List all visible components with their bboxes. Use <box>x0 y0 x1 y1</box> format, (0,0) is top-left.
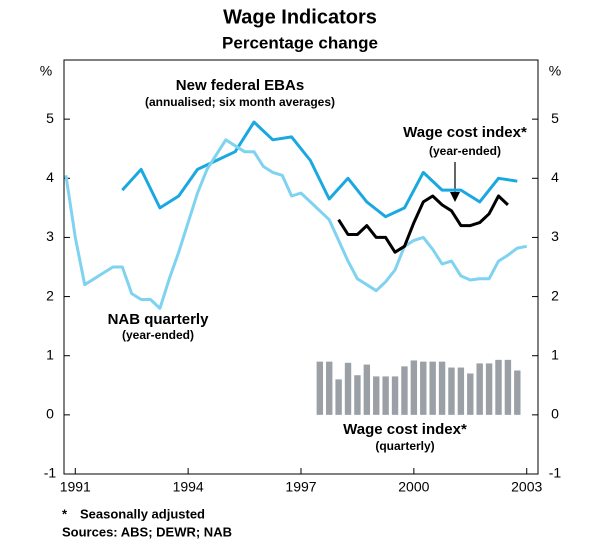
y-tick-label: 5 <box>46 110 54 126</box>
bar <box>354 375 361 415</box>
y2-tick-label: 0 <box>551 406 559 422</box>
bar <box>344 362 352 415</box>
series-label: Wage cost index* <box>403 124 527 141</box>
y2-tick-label: 1 <box>551 346 559 362</box>
series-note: (year-ended) <box>122 328 194 342</box>
series-note: (quarterly) <box>375 439 434 453</box>
x-tick-label: 1994 <box>173 479 204 495</box>
bar <box>457 367 465 415</box>
arrow-head <box>450 192 460 202</box>
bar <box>410 360 418 415</box>
y2-tick-label: -1 <box>549 465 562 481</box>
plot-frame <box>63 59 539 475</box>
bar <box>316 361 324 415</box>
series-label: Wage cost index* <box>343 421 467 438</box>
y-tick-label: -1 <box>44 465 57 481</box>
bar <box>448 367 455 415</box>
y-tick-label: 2 <box>46 287 54 303</box>
footnote: Seasonally adjusted <box>80 506 205 521</box>
y-tick-label: 1 <box>46 346 54 362</box>
x-tick-label: 2003 <box>511 479 542 495</box>
y-tick-label: 4 <box>46 169 54 185</box>
line <box>64 138 527 310</box>
bar <box>514 370 521 415</box>
y2-tick-label: 5 <box>551 110 559 126</box>
x-tick-label: 1997 <box>285 479 316 495</box>
chart-subtitle: Percentage change <box>222 33 378 52</box>
bar <box>485 363 493 415</box>
series-note: (annualised; six month averages) <box>145 95 335 109</box>
bar <box>467 373 474 415</box>
y2-tick-label: 2 <box>551 287 559 303</box>
bar <box>504 359 512 415</box>
bar <box>401 366 408 415</box>
y-tick-label: 3 <box>46 228 54 244</box>
bar <box>438 361 446 415</box>
bar <box>429 361 436 415</box>
sources: Sources: ABS; DEWR; NAB <box>62 524 232 539</box>
series-label: NAB quarterly <box>108 311 210 328</box>
bar <box>420 361 427 415</box>
footnote-marker: * <box>62 506 68 521</box>
bar <box>363 364 371 415</box>
series-label: New federal EBAs <box>176 77 304 94</box>
bar <box>382 376 389 415</box>
line <box>121 120 518 219</box>
chart-title: Wage Indicators <box>223 6 377 28</box>
line <box>337 194 509 254</box>
bar <box>373 376 380 415</box>
y2-tick-label: 4 <box>551 169 559 185</box>
bar <box>495 359 502 415</box>
bar <box>391 376 399 415</box>
bar <box>476 363 483 415</box>
y-unit: % <box>40 63 52 79</box>
x-tick-label: 2000 <box>398 479 429 495</box>
bar <box>335 379 342 415</box>
bar <box>326 361 333 415</box>
y2-unit: % <box>549 63 561 79</box>
y-tick-label: 0 <box>46 406 54 422</box>
x-tick-label: 1991 <box>60 479 91 495</box>
y2-tick-label: 3 <box>551 228 559 244</box>
series-note: (year-ended) <box>429 144 501 158</box>
